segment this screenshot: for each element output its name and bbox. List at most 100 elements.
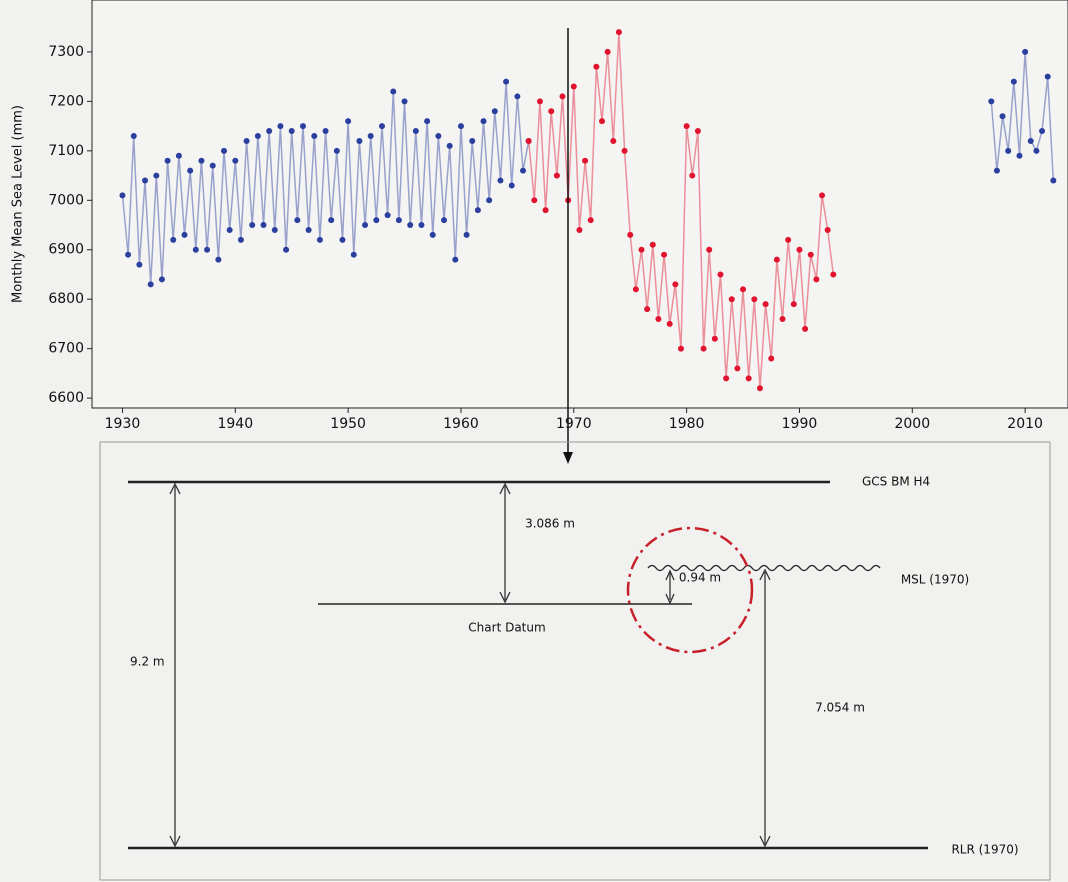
data-point bbox=[215, 257, 221, 263]
data-point bbox=[650, 242, 656, 248]
data-point bbox=[407, 222, 413, 228]
data-point bbox=[294, 217, 300, 223]
data-point bbox=[148, 281, 154, 287]
data-point bbox=[435, 133, 441, 139]
x-tick-label: 1990 bbox=[782, 416, 818, 432]
x-tick-label: 1980 bbox=[669, 416, 705, 432]
y-tick-label: 7200 bbox=[48, 93, 84, 109]
data-point bbox=[1045, 74, 1051, 80]
x-tick-label: 1940 bbox=[217, 416, 253, 432]
distance-label: 0.94 m bbox=[679, 571, 721, 585]
data-point bbox=[610, 138, 616, 144]
data-point bbox=[300, 123, 306, 129]
data-point bbox=[988, 98, 994, 104]
y-tick-label: 6600 bbox=[48, 390, 84, 406]
distance-label: 3.086 m bbox=[525, 517, 575, 531]
data-point bbox=[221, 148, 227, 154]
data-point bbox=[813, 276, 819, 282]
data-point bbox=[537, 98, 543, 104]
distance-label: 7.054 m bbox=[815, 701, 865, 715]
data-point bbox=[317, 237, 323, 243]
data-point bbox=[418, 222, 424, 228]
arrow-head bbox=[563, 452, 573, 464]
data-point bbox=[1005, 148, 1011, 154]
data-point bbox=[616, 29, 622, 35]
data-point bbox=[475, 207, 481, 213]
data-point bbox=[368, 133, 374, 139]
y-tick-label: 6800 bbox=[48, 291, 84, 307]
data-point bbox=[182, 232, 188, 238]
x-tick-label: 2010 bbox=[1007, 416, 1043, 432]
data-point bbox=[277, 123, 283, 129]
data-point bbox=[802, 326, 808, 332]
data-point bbox=[131, 133, 137, 139]
data-point bbox=[526, 138, 532, 144]
distance-label: 9.2 m bbox=[130, 655, 165, 669]
data-point bbox=[808, 252, 814, 258]
data-point bbox=[622, 148, 628, 154]
data-point bbox=[627, 232, 633, 238]
data-point bbox=[757, 385, 763, 391]
data-point bbox=[373, 217, 379, 223]
data-point bbox=[328, 217, 334, 223]
data-point bbox=[227, 227, 233, 233]
level-label: Chart Datum bbox=[468, 621, 545, 635]
data-point bbox=[238, 237, 244, 243]
data-point bbox=[441, 217, 447, 223]
data-point bbox=[187, 168, 193, 174]
data-point bbox=[672, 281, 678, 287]
data-point bbox=[723, 375, 729, 381]
data-point bbox=[232, 158, 238, 164]
data-point bbox=[289, 128, 295, 134]
data-point bbox=[706, 247, 712, 253]
data-point bbox=[339, 237, 345, 243]
data-point bbox=[193, 247, 199, 253]
y-tick-label: 6900 bbox=[48, 242, 84, 258]
y-tick-label: 7300 bbox=[48, 44, 84, 60]
data-point bbox=[458, 123, 464, 129]
data-point bbox=[356, 138, 362, 144]
data-point bbox=[740, 286, 746, 292]
data-point bbox=[734, 365, 740, 371]
data-point bbox=[717, 271, 723, 277]
data-point bbox=[791, 301, 797, 307]
data-point bbox=[170, 237, 176, 243]
data-point bbox=[385, 212, 391, 218]
data-point bbox=[560, 93, 566, 99]
data-point bbox=[272, 227, 278, 233]
x-tick-label: 1970 bbox=[556, 416, 592, 432]
x-tick-label: 1950 bbox=[330, 416, 366, 432]
data-point bbox=[492, 108, 498, 114]
data-point bbox=[554, 173, 560, 179]
y-tick-label: 6700 bbox=[48, 341, 84, 357]
data-point bbox=[452, 257, 458, 263]
data-point bbox=[1011, 79, 1017, 85]
data-point bbox=[520, 168, 526, 174]
data-point bbox=[667, 321, 673, 327]
data-point bbox=[469, 138, 475, 144]
data-point bbox=[119, 192, 125, 198]
y-tick-label: 7000 bbox=[48, 192, 84, 208]
data-point bbox=[684, 123, 690, 129]
data-point bbox=[633, 286, 639, 292]
data-point bbox=[509, 182, 515, 188]
data-point bbox=[582, 158, 588, 164]
data-point bbox=[678, 346, 684, 352]
data-point bbox=[774, 257, 780, 263]
data-point bbox=[402, 98, 408, 104]
data-point bbox=[1033, 148, 1039, 154]
datum-diagram: GCS BM H4 Chart Datum MSL (1970) RLR (19… bbox=[100, 442, 1050, 880]
data-point bbox=[362, 222, 368, 228]
data-point bbox=[176, 153, 182, 159]
data-point bbox=[1000, 113, 1006, 119]
data-point bbox=[283, 247, 289, 253]
data-point bbox=[210, 163, 216, 169]
data-point bbox=[311, 133, 317, 139]
data-point bbox=[576, 227, 582, 233]
data-point bbox=[153, 173, 159, 179]
data-point bbox=[825, 227, 831, 233]
data-point bbox=[497, 178, 503, 184]
data-point bbox=[345, 118, 351, 124]
data-point bbox=[746, 375, 752, 381]
page: Monthly Mean Sea Level (mm) 660067006800… bbox=[0, 0, 1068, 882]
